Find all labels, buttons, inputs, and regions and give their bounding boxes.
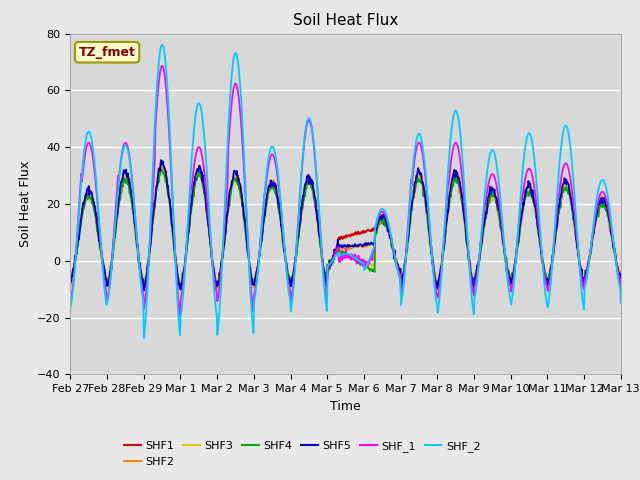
SHF2 [617, 281, 625, 287]
Line: SHF4: SHF4 [70, 169, 621, 289]
SHF_2 [140, 336, 148, 341]
Line: SHF_2: SHF_2 [70, 45, 621, 338]
SHF3 [296, 219, 304, 225]
SHF2 [591, 223, 598, 229]
Line: SHF1: SHF1 [70, 163, 621, 288]
SHF_2 [591, 213, 598, 219]
SHF1 [170, 239, 177, 245]
SHF3 [617, 285, 625, 291]
SHF_1 [170, 208, 177, 214]
SHF4 [67, 275, 74, 281]
SHF2 [67, 283, 74, 288]
SHF_2 [158, 42, 166, 48]
SHF2 [158, 160, 166, 166]
SHF1 [141, 286, 148, 291]
SHF4 [591, 225, 598, 230]
SHF_1 [392, 258, 399, 264]
SHF3 [392, 258, 399, 264]
SHF1 [617, 284, 625, 289]
SHF5 [296, 220, 304, 226]
SHF3 [599, 200, 607, 206]
X-axis label: Time: Time [330, 400, 361, 413]
Y-axis label: Soil Heat Flux: Soil Heat Flux [19, 161, 31, 247]
SHF3 [67, 277, 74, 283]
SHF_2 [392, 259, 399, 265]
SHF_2 [67, 305, 74, 311]
SHF4 [158, 167, 166, 172]
SHF_1 [617, 287, 625, 293]
SHF3 [93, 222, 100, 228]
SHF3 [170, 232, 177, 238]
SHF5 [157, 157, 165, 163]
SHF_1 [296, 192, 304, 198]
SHF4 [433, 286, 441, 292]
SHF2 [296, 221, 304, 227]
SHF2 [213, 287, 221, 292]
SHF1 [296, 216, 304, 222]
SHF_2 [617, 300, 625, 305]
SHF2 [392, 263, 399, 268]
SHF2 [599, 198, 607, 204]
SHF1 [591, 225, 598, 231]
SHF4 [392, 258, 399, 264]
Legend: SHF1, SHF2, SHF3, SHF4, SHF5, SHF_1, SHF_2: SHF1, SHF2, SHF3, SHF4, SHF5, SHF_1, SHF… [120, 437, 485, 471]
SHF3 [591, 226, 598, 232]
SHF4 [170, 232, 177, 238]
SHF1 [93, 214, 100, 220]
SHF1 [157, 160, 165, 166]
SHF5 [140, 288, 148, 293]
Line: SHF3: SHF3 [70, 169, 621, 288]
SHF5 [67, 278, 74, 284]
Line: SHF2: SHF2 [70, 163, 621, 289]
SHF3 [157, 166, 164, 172]
SHF5 [617, 284, 625, 290]
SHF4 [93, 225, 100, 230]
Text: TZ_fmet: TZ_fmet [79, 46, 136, 59]
SHF5 [599, 195, 607, 201]
SHF_2 [599, 177, 607, 183]
SHF5 [591, 221, 598, 227]
SHF1 [67, 281, 74, 287]
SHF_2 [170, 219, 177, 225]
SHF_1 [599, 189, 607, 195]
SHF5 [170, 234, 177, 240]
SHF4 [617, 284, 625, 289]
SHF_1 [67, 300, 74, 306]
SHF_1 [158, 63, 166, 69]
SHF3 [214, 285, 221, 291]
SHF_1 [93, 192, 100, 198]
SHF_1 [591, 219, 598, 225]
Line: SHF_1: SHF_1 [70, 66, 621, 316]
SHF_1 [176, 313, 184, 319]
Title: Soil Heat Flux: Soil Heat Flux [293, 13, 398, 28]
SHF1 [392, 257, 399, 263]
SHF2 [170, 234, 177, 240]
SHF4 [296, 226, 303, 232]
SHF5 [392, 257, 399, 263]
SHF_2 [93, 186, 100, 192]
SHF2 [93, 220, 100, 226]
SHF1 [599, 201, 607, 206]
SHF5 [93, 221, 100, 227]
SHF_2 [296, 192, 304, 197]
SHF4 [599, 203, 607, 209]
Line: SHF5: SHF5 [70, 160, 621, 290]
